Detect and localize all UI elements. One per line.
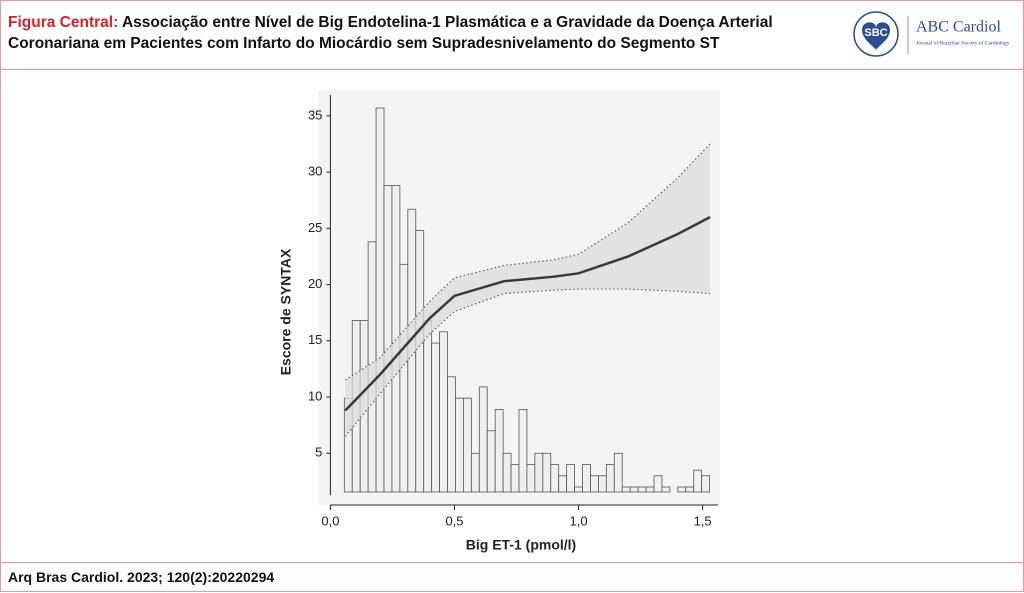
y-tick-label: 30 [308,164,322,179]
x-axis-label: Big ET-1 (pmol/l) [466,537,576,553]
bar [605,464,615,493]
bar [463,397,472,493]
bar [590,475,599,493]
bar [613,452,623,493]
bar [526,464,536,493]
logo-sbc: SBC [864,27,887,39]
bar [582,464,591,493]
bar [558,475,568,493]
bar [645,486,655,493]
bar [566,464,575,493]
bar [677,486,687,493]
bar [701,475,710,493]
bar [550,464,560,493]
bar [439,331,448,493]
y-tick-label: 10 [308,388,322,403]
bar [423,320,433,493]
bar [510,464,520,493]
logo-journal-sub: Journal of Brazilian Society of Cardiolo… [916,39,1010,46]
bar [685,486,695,493]
bar [621,486,631,493]
confidence-bound [344,143,711,381]
bar [447,376,456,493]
header-title: Figura Central: Associação entre Nível d… [8,12,828,54]
bar [375,107,385,493]
y-tick-label: 35 [308,107,322,122]
bar [653,475,663,493]
title-line: Associação entre Nível de Big Endotelina… [121,14,773,31]
y-tick-label: 5 [315,445,322,460]
y-tick-label: 15 [308,332,322,347]
bar [598,475,607,493]
x-tick-label: 0,0 [321,513,339,528]
bar [693,469,703,493]
confidence-band [345,143,711,437]
logo-journal: ABC Cardiol [916,19,1001,36]
y-tick-label: 25 [308,220,322,235]
x-tick-label: 1,5 [694,513,712,528]
bar [478,386,488,493]
bar [637,486,647,493]
logos: SBC ABC Cardiol Journal of Brazilian Soc… [853,11,1010,57]
bar [542,452,552,493]
bar [502,452,512,493]
bar [661,486,671,493]
bar [486,430,496,493]
y-tick-label: 20 [308,276,322,291]
bar [415,230,425,493]
x-tick-label: 1,0 [570,513,588,528]
bar [494,409,504,493]
y-axis-label: Escore de SYNTAX [278,248,294,375]
title-label: Figura Central: [8,14,119,31]
bar [431,342,440,493]
bar [470,452,480,493]
bar [629,486,639,493]
citation: Arq Bras Cardiol. 2023; 120(2):20220294 [8,569,275,585]
bar [534,452,544,493]
bar [455,397,464,493]
bar [574,486,583,493]
fit-line [344,215,711,412]
x-tick-label: 0,5 [445,513,463,528]
logo-heart [862,22,890,50]
title-line: Coronariana em Pacientes com Infarto do … [8,35,720,52]
bar [383,185,393,493]
bar [399,263,409,493]
bar [518,409,528,493]
logo-ring [853,11,899,57]
